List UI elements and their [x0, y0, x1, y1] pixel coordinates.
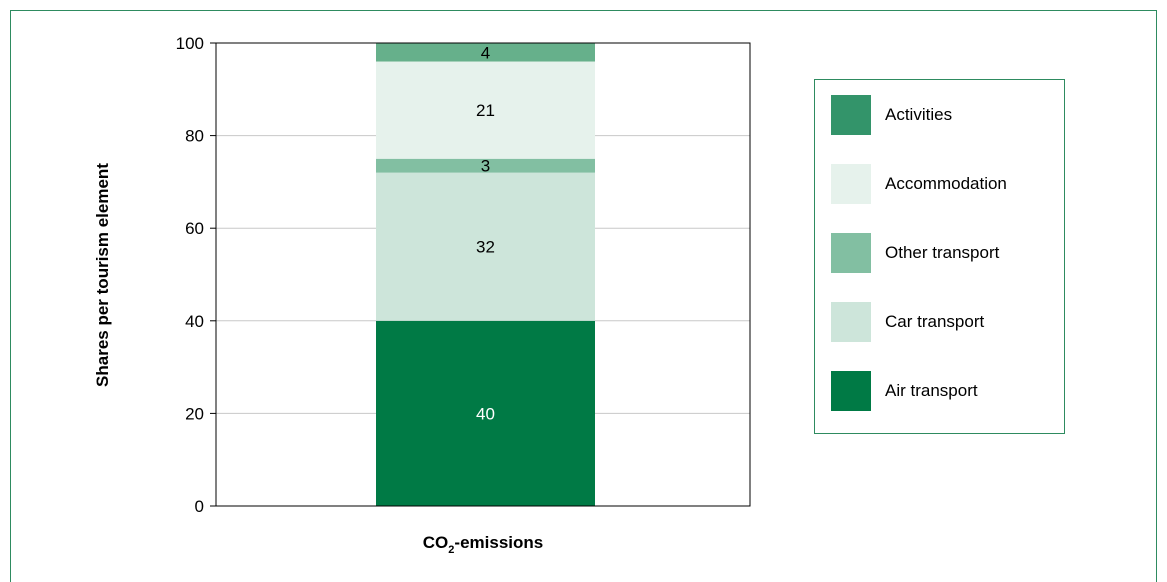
legend-swatch [831, 164, 871, 204]
x-axis-label-rest: -emissions [454, 533, 543, 552]
legend-item: Car transport [831, 302, 984, 342]
x-axis-label-main: CO [423, 533, 449, 552]
y-tick-label: 100 [176, 34, 204, 53]
data-label: 40 [476, 404, 495, 423]
x-axis-label: CO2-emissions [423, 533, 543, 556]
legend-label: Air transport [885, 381, 978, 400]
y-tick-label: 60 [185, 219, 204, 238]
bar-segment-activities [376, 43, 595, 62]
bar-segment-other-transport [376, 158, 595, 173]
y-tick-label: 0 [195, 497, 204, 516]
y-tick-label: 80 [185, 127, 204, 146]
legend-label: Activities [885, 105, 953, 124]
bar-segment-accommodation [376, 61, 595, 159]
bar-segment-car-transport [376, 172, 595, 321]
data-label: 3 [481, 157, 490, 176]
x-axis-label-sub: 2 [448, 544, 454, 556]
legend-swatch [831, 233, 871, 273]
legend-swatch [831, 371, 871, 411]
y-axis-label: Shares per tourism element [93, 163, 112, 387]
legend: Activities Accommodation Other transport Ca… [814, 79, 1065, 434]
data-label: 32 [476, 238, 495, 257]
legend-label: Other transport [885, 243, 1000, 262]
legend-item: Accommodation [831, 164, 1007, 204]
bar-stack: 40 32 3 21 4 [376, 43, 595, 506]
data-label: 21 [476, 101, 495, 120]
y-tick-label: 20 [185, 404, 204, 423]
legend-label: Car transport [885, 312, 985, 331]
y-tick-labels: 0 20 40 60 80 100 [176, 34, 216, 516]
data-label: 4 [481, 43, 490, 62]
chart-frame [10, 10, 1157, 582]
legend-item: Air transport [831, 371, 978, 411]
legend-swatch [831, 95, 871, 135]
bar-segment-air-transport [376, 320, 595, 506]
legend-item: Other transport [831, 233, 999, 273]
legend-label: Accommodation [885, 174, 1007, 193]
plot-border [215, 42, 751, 507]
y-tick-label: 40 [185, 312, 204, 331]
legend-swatch [831, 302, 871, 342]
legend-item: Activities [831, 95, 952, 135]
